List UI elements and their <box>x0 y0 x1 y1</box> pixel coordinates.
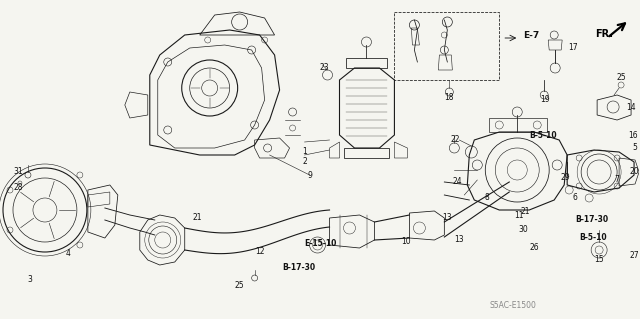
Text: 22: 22 <box>451 136 460 145</box>
Text: 31: 31 <box>13 167 23 176</box>
Text: 26: 26 <box>529 243 539 253</box>
Text: 1: 1 <box>302 147 307 157</box>
Text: 20: 20 <box>629 167 639 176</box>
Text: 28: 28 <box>13 183 23 192</box>
Text: 13: 13 <box>442 213 452 222</box>
Text: 4: 4 <box>65 249 70 257</box>
Text: B-17-30: B-17-30 <box>283 263 316 272</box>
Text: E-7: E-7 <box>524 31 540 40</box>
Text: 3: 3 <box>28 276 33 285</box>
Text: 5: 5 <box>632 144 637 152</box>
Bar <box>394 12 499 80</box>
Text: B-5-10: B-5-10 <box>529 131 557 140</box>
Text: 19: 19 <box>540 95 550 105</box>
Text: 10: 10 <box>401 238 412 247</box>
Text: 2: 2 <box>302 158 307 167</box>
Text: B-17-30: B-17-30 <box>575 216 608 225</box>
Text: 9: 9 <box>307 170 312 180</box>
Text: E-15-10: E-15-10 <box>305 240 337 249</box>
Text: 12: 12 <box>255 248 264 256</box>
Text: 25: 25 <box>616 73 626 83</box>
Text: 21: 21 <box>520 207 530 217</box>
Text: 27: 27 <box>629 250 639 259</box>
Text: 14: 14 <box>627 103 636 113</box>
Text: 30: 30 <box>518 226 528 234</box>
Text: 11: 11 <box>515 211 524 219</box>
Text: 16: 16 <box>628 130 638 139</box>
Text: 7: 7 <box>614 175 620 184</box>
Text: 18: 18 <box>445 93 454 102</box>
Text: 21: 21 <box>193 213 202 222</box>
Text: 23: 23 <box>320 63 330 72</box>
Text: 15: 15 <box>595 256 604 264</box>
Text: S5AC-E1500: S5AC-E1500 <box>490 300 536 309</box>
Text: B-5-10: B-5-10 <box>579 234 607 242</box>
Text: 8: 8 <box>485 194 490 203</box>
Text: 13: 13 <box>454 235 464 244</box>
Text: 25: 25 <box>235 280 244 290</box>
Text: 6: 6 <box>573 194 577 203</box>
Text: 17: 17 <box>568 43 578 53</box>
Text: 29: 29 <box>561 174 570 182</box>
Text: 24: 24 <box>452 177 462 187</box>
Text: FR.: FR. <box>595 29 613 39</box>
